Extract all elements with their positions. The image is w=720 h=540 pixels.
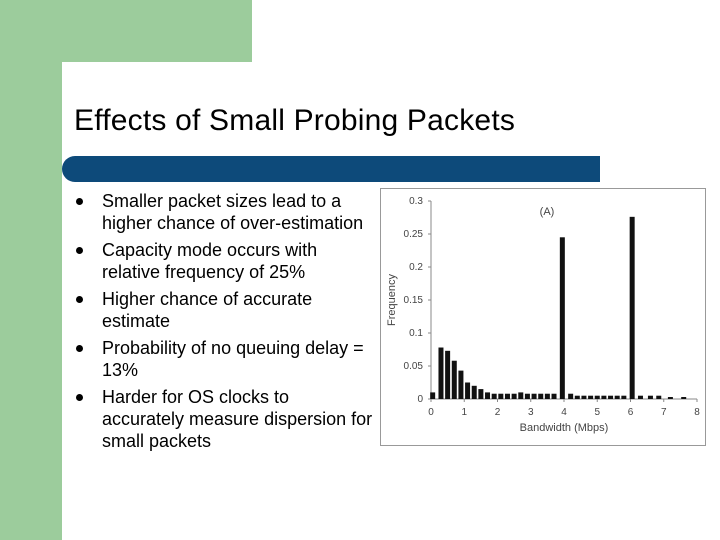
x-tick-label: 4 (561, 407, 567, 418)
histogram-bar (656, 395, 662, 399)
histogram-bar (524, 393, 530, 399)
bullet-text: Smaller packet sizes lead to a higher ch… (102, 191, 364, 233)
bullet-item: Smaller packet sizes lead to a higher ch… (74, 190, 374, 234)
bullet-item: Harder for OS clocks to accurately measu… (74, 386, 374, 452)
green-left-band (0, 0, 62, 540)
histogram-bar (491, 393, 497, 399)
histogram-bar (531, 393, 537, 399)
histogram-bar (601, 395, 607, 399)
histogram-bar (614, 395, 620, 399)
bullet-dot-icon (76, 247, 83, 254)
x-tick-label: 8 (694, 407, 700, 418)
histogram-bar (594, 395, 600, 399)
histogram-bar (485, 392, 491, 399)
y-tick-label: 0.2 (409, 262, 423, 273)
y-tick-label: 0.15 (404, 295, 424, 306)
histogram-bar (544, 393, 550, 399)
bullet-item: Probability of no queuing delay = 13% (74, 337, 374, 381)
histogram-bar (568, 393, 574, 399)
histogram-bar (438, 347, 444, 399)
histogram-bar (538, 393, 544, 399)
x-tick-label: 5 (594, 407, 600, 418)
histogram-bar (498, 393, 504, 399)
bullet-dot-icon (76, 296, 83, 303)
histogram-bar (559, 237, 565, 399)
y-tick-label: 0.25 (404, 229, 424, 240)
x-tick-label: 2 (495, 407, 501, 418)
bullet-text: Harder for OS clocks to accurately measu… (102, 387, 373, 451)
title-underline-bar (62, 156, 600, 182)
histogram-bar (551, 393, 557, 399)
histogram-bar (574, 395, 580, 399)
histogram-bar (445, 350, 451, 399)
histogram-bar (518, 392, 524, 399)
bullet-text: Capacity mode occurs with relative frequ… (102, 240, 318, 282)
x-tick-label: 7 (661, 407, 667, 418)
histogram-bar (451, 360, 457, 399)
bullet-dot-icon (76, 394, 83, 401)
histogram-bar (667, 397, 673, 399)
bullet-dot-icon (76, 345, 83, 352)
slide-title: Effects of Small Probing Packets (74, 104, 516, 137)
rounded-corner (62, 62, 142, 142)
histogram-bar (588, 395, 594, 399)
histogram-bar (465, 382, 471, 399)
bullet-item: Higher chance of accurate estimate (74, 288, 374, 332)
y-tick-label: 0.3 (409, 196, 423, 207)
histogram-bar (637, 395, 643, 399)
histogram-bar (430, 392, 436, 399)
bandwidth-histogram: 0 0.05 0.1 0.15 0.2 0.25 0.3 0 1 2 3 4 5 6 7 8 Bandwidth… (380, 188, 706, 446)
bullet-text: Probability of no queuing delay = 13% (102, 338, 364, 380)
bullet-dot-icon (76, 198, 83, 205)
histogram-bar (458, 370, 464, 399)
histogram-bar (681, 397, 687, 399)
y-tick-label: 0.1 (409, 328, 423, 339)
histogram-bar (608, 395, 614, 399)
histogram-bar (629, 216, 635, 399)
chart-svg: 0 0.05 0.1 0.15 0.2 0.25 0.3 0 1 2 3 4 5 6 7 8 Bandwidth… (386, 196, 700, 434)
y-axis-label: Frequency (386, 274, 398, 326)
x-tick-label: 3 (528, 407, 534, 418)
x-tick-label: 6 (628, 407, 634, 418)
histogram-bar (504, 393, 510, 399)
x-tick-label: 0 (428, 407, 434, 418)
bullet-item: Capacity mode occurs with relative frequ… (74, 239, 374, 283)
x-tick-label: 1 (461, 407, 467, 418)
histogram-bar (471, 385, 477, 399)
y-tick-label: 0 (417, 394, 423, 405)
histogram-bar (581, 395, 587, 399)
histogram-bar (621, 395, 627, 399)
x-axis-label: Bandwidth (Mbps) (520, 422, 609, 434)
histogram-bar (478, 389, 484, 399)
histogram-bar (511, 393, 517, 399)
chart-annotation: (A) (540, 206, 555, 218)
y-tick-label: 0.05 (404, 361, 424, 372)
bullet-text: Higher chance of accurate estimate (102, 289, 313, 331)
histogram-bar (647, 395, 653, 399)
bullet-list: Smaller packet sizes lead to a higher ch… (74, 190, 374, 457)
